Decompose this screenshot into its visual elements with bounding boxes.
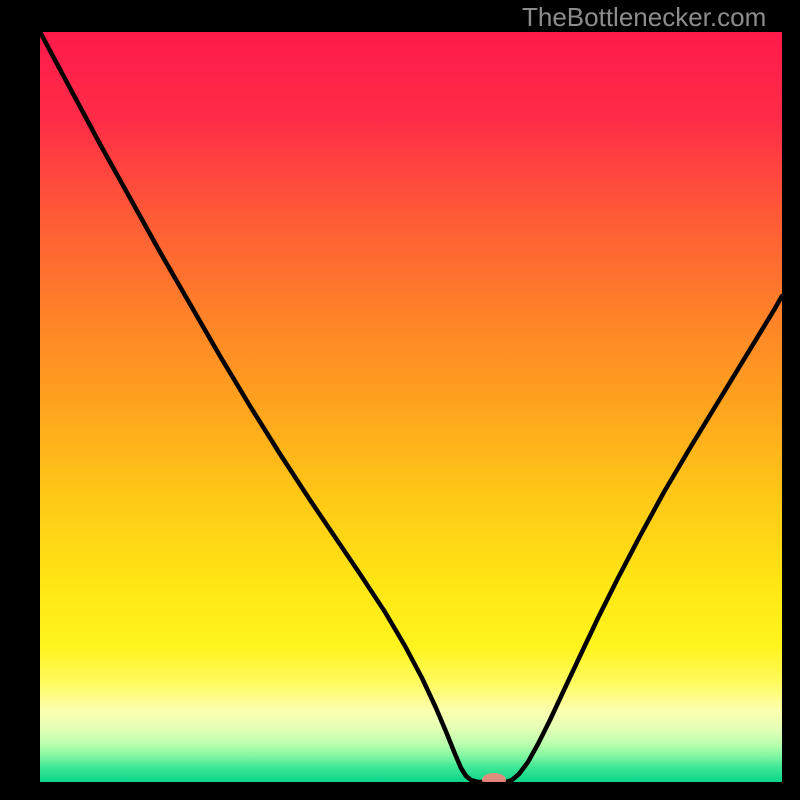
watermark-text: TheBottlenecker.com <box>522 2 766 33</box>
frame-right <box>782 0 800 800</box>
plot-area <box>40 32 782 782</box>
frame-left <box>0 0 40 800</box>
gradient-background <box>40 32 782 782</box>
frame-bottom <box>0 782 800 800</box>
chart-canvas: TheBottlenecker.com <box>0 0 800 800</box>
